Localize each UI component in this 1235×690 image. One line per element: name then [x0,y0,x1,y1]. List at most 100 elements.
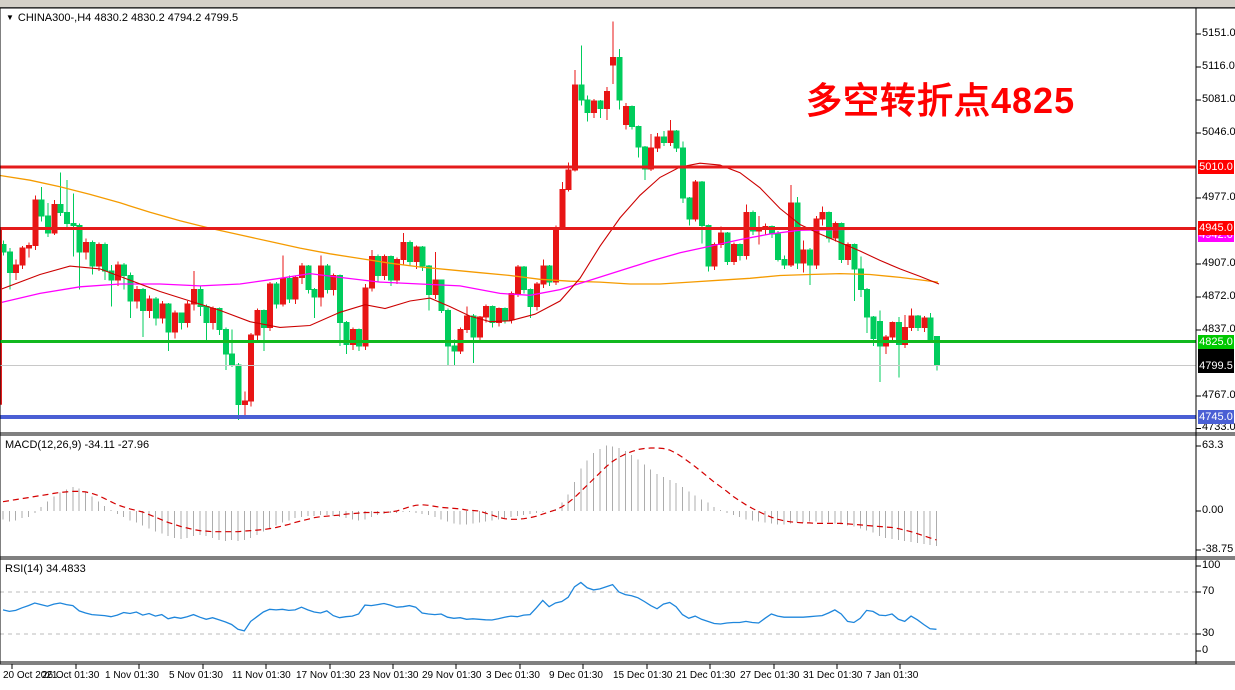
candle-body [298,265,305,278]
candle-body [165,303,172,333]
candle-body [25,244,32,249]
time-axis-label: 5 Nov 01:30 [169,670,223,681]
candle-body [241,400,248,406]
candle-body [781,258,788,266]
candle-body [337,274,344,324]
macd-signal-line [2,447,937,541]
candle-body [616,57,623,101]
candle-body [413,246,420,262]
time-axis-label: 31 Dec 01:30 [803,670,863,681]
candle-body [70,223,77,226]
candle-body [133,289,140,302]
candle-body [387,256,394,281]
candle-body [394,258,401,281]
candle-body [292,276,299,300]
candle-body [140,289,147,311]
price-badge: 4825.0 [1198,334,1234,349]
time-axis-label: 3 Dec 01:30 [486,670,540,681]
candle-body [921,317,928,328]
candle-body [902,326,909,345]
candle-body [419,246,426,267]
candle-body [864,289,871,318]
symbol-dropdown-icon[interactable]: ▼ [6,13,14,22]
candle-body [540,265,547,285]
candle-body [489,306,496,324]
candle-body [629,106,636,127]
candle-body [724,232,731,262]
candle-body [502,308,509,321]
time-axis-label: 26 Oct 01:30 [42,670,100,681]
candle-body [121,264,128,276]
candle-body [800,249,807,264]
candle-body [832,223,839,239]
candle-body [787,202,794,266]
macd-signal [2,447,937,541]
candle-body [889,322,896,338]
macd-panel[interactable] [0,436,1196,556]
macd-axis-label: 63.3 [1202,439,1224,451]
candle-body [445,309,451,347]
rsi-axis-label: 100 [1202,559,1221,571]
candle-body [356,328,363,347]
candle-body [470,315,477,338]
candle-body [152,298,159,319]
time-axis-label: 9 Dec 01:30 [549,670,603,681]
price-axis-label: 4837.0 [1202,323,1235,336]
main-chart-panel[interactable] [0,8,1196,433]
candle-body [679,147,686,199]
candle-body [914,315,921,328]
candle-body [648,147,655,170]
candle-body [83,241,90,253]
candle-body [19,247,26,266]
candle-body [819,211,826,220]
price-badge: 4799.5 [1198,358,1234,373]
candle-body [533,283,540,308]
candle-body [845,243,852,260]
rsi-line [2,581,937,632]
price-axis-label: 4872.0 [1202,290,1235,303]
candle-body [794,202,801,264]
price-badge: 4945.0 [1198,221,1234,236]
candle-body [343,322,350,345]
candle-body [451,345,458,352]
candle-body [32,199,39,246]
candle-body [692,181,699,220]
rsi-axis-label: 30 [1202,627,1215,639]
candle-body [406,241,413,262]
candle-body [381,256,388,276]
candle-body [711,243,718,267]
candle-body [686,197,693,220]
candle-body [813,218,820,266]
price-axis-label: 5151.0 [1202,26,1235,39]
candle-body [248,334,255,402]
rsi-panel[interactable] [0,560,1196,661]
candle-body [584,99,591,113]
candle-body [546,265,553,283]
candle-body [432,279,439,295]
candle-body [349,328,356,345]
rsi-axis-label: 70 [1202,585,1215,597]
candle-body [857,268,864,291]
candle-body [521,266,528,291]
candle-body [13,264,20,274]
moving-averages [0,162,940,405]
rsi-axis-label: 0 [1202,644,1209,656]
price-badge: 5010.0 [1198,160,1234,174]
candle-body [514,266,521,294]
candle-body [197,289,204,308]
candle-body [51,204,58,234]
price-axis-label: 4733.0 [1202,421,1235,434]
candle-body [425,265,432,295]
candle-body [597,100,604,110]
candle-body [654,136,661,149]
candle-body [178,312,185,324]
macd-plot [2,445,937,547]
candle-body [527,289,534,308]
time-axis-label: 21 Dec 01:30 [676,670,736,681]
symbol-ohlc-text: CHINA300-,H4 4830.2 4830.2 4794.2 4799.5 [17,12,239,24]
candle-body [743,211,750,257]
candle-body [699,181,705,226]
macd-axis-label: 0.00 [1202,504,1224,516]
